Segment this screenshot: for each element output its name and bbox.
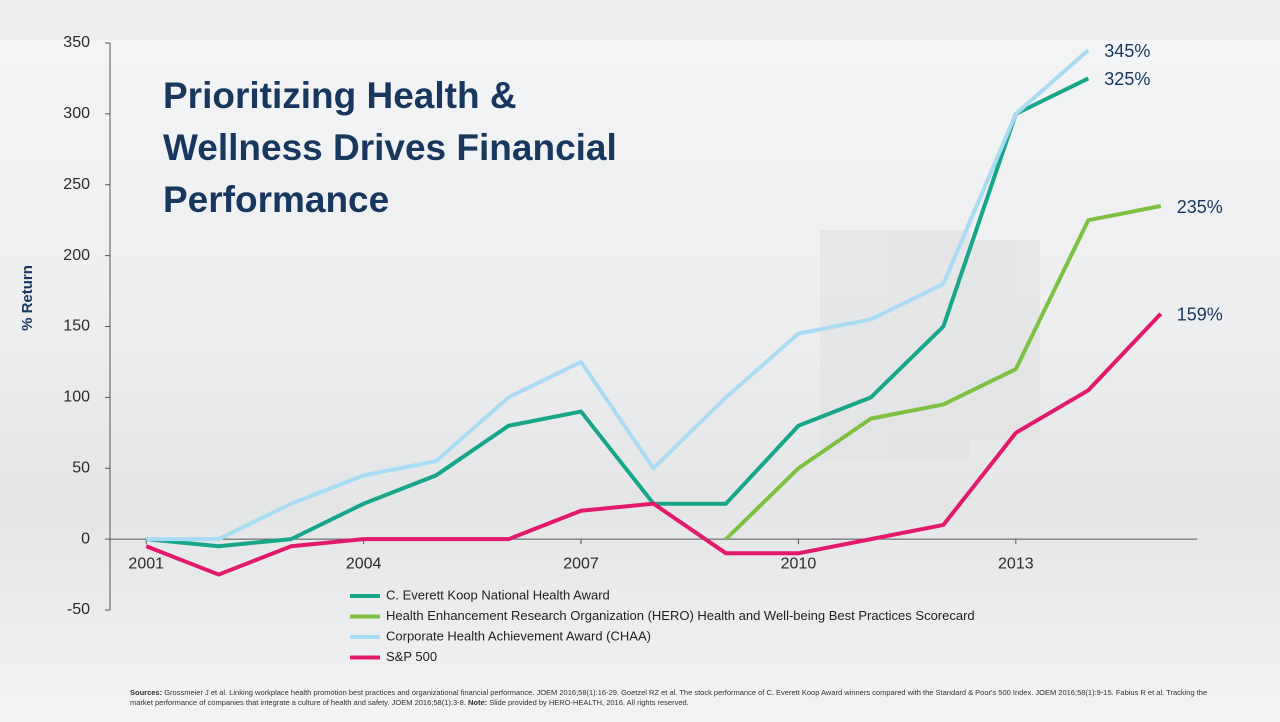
background-shapes bbox=[0, 0, 1280, 460]
end-label: 235% bbox=[1177, 197, 1223, 217]
series-line bbox=[145, 312, 1163, 577]
legend-label: S&P 500 bbox=[386, 649, 437, 664]
y-tick-label: 50 bbox=[72, 459, 90, 476]
x-tick-label: 2010 bbox=[781, 555, 817, 572]
note-text: Slide provided by HERO-HEALTH, 2016. All… bbox=[487, 698, 689, 707]
y-tick-label: 300 bbox=[63, 105, 90, 122]
series-line bbox=[146, 76, 1090, 549]
legend-label: Health Enhancement Research Organization… bbox=[386, 608, 975, 623]
chart-title: Wellness Drives Financial bbox=[163, 127, 617, 168]
y-tick-label: 0 bbox=[81, 530, 90, 547]
y-tick-label: -50 bbox=[67, 601, 90, 618]
y-axis-label: % Return bbox=[19, 265, 36, 331]
y-tick-label: 200 bbox=[63, 247, 90, 264]
chart-title: Prioritizing Health & bbox=[163, 75, 517, 116]
legend-label: C. Everett Koop National Health Award bbox=[386, 587, 610, 602]
sources-label: Sources: bbox=[130, 688, 163, 697]
end-label: 159% bbox=[1177, 304, 1223, 324]
series-line bbox=[724, 204, 1162, 541]
x-tick-label: 2013 bbox=[998, 555, 1034, 572]
end-label: 325% bbox=[1104, 69, 1150, 89]
y-tick-label: 250 bbox=[63, 176, 90, 193]
y-tick-label: 150 bbox=[63, 318, 90, 335]
x-tick-label: 2004 bbox=[346, 555, 382, 572]
note-label: Note: bbox=[467, 698, 488, 707]
x-tick-label: 2001 bbox=[128, 555, 164, 572]
end-label: 345% bbox=[1104, 41, 1150, 61]
series-line bbox=[146, 48, 1090, 542]
sources: Sources: Grossmeier J et al. Linking wor… bbox=[130, 688, 1210, 708]
y-tick-label: 100 bbox=[63, 389, 90, 406]
legend-label: Corporate Health Achievement Award (CHAA… bbox=[386, 628, 651, 643]
chart-title: Performance bbox=[163, 179, 389, 220]
x-tick-label: 2007 bbox=[563, 555, 599, 572]
y-tick-label: 350 bbox=[63, 34, 90, 51]
sources-text: Grossmeier J et al. Linking workplace he… bbox=[130, 688, 1208, 707]
